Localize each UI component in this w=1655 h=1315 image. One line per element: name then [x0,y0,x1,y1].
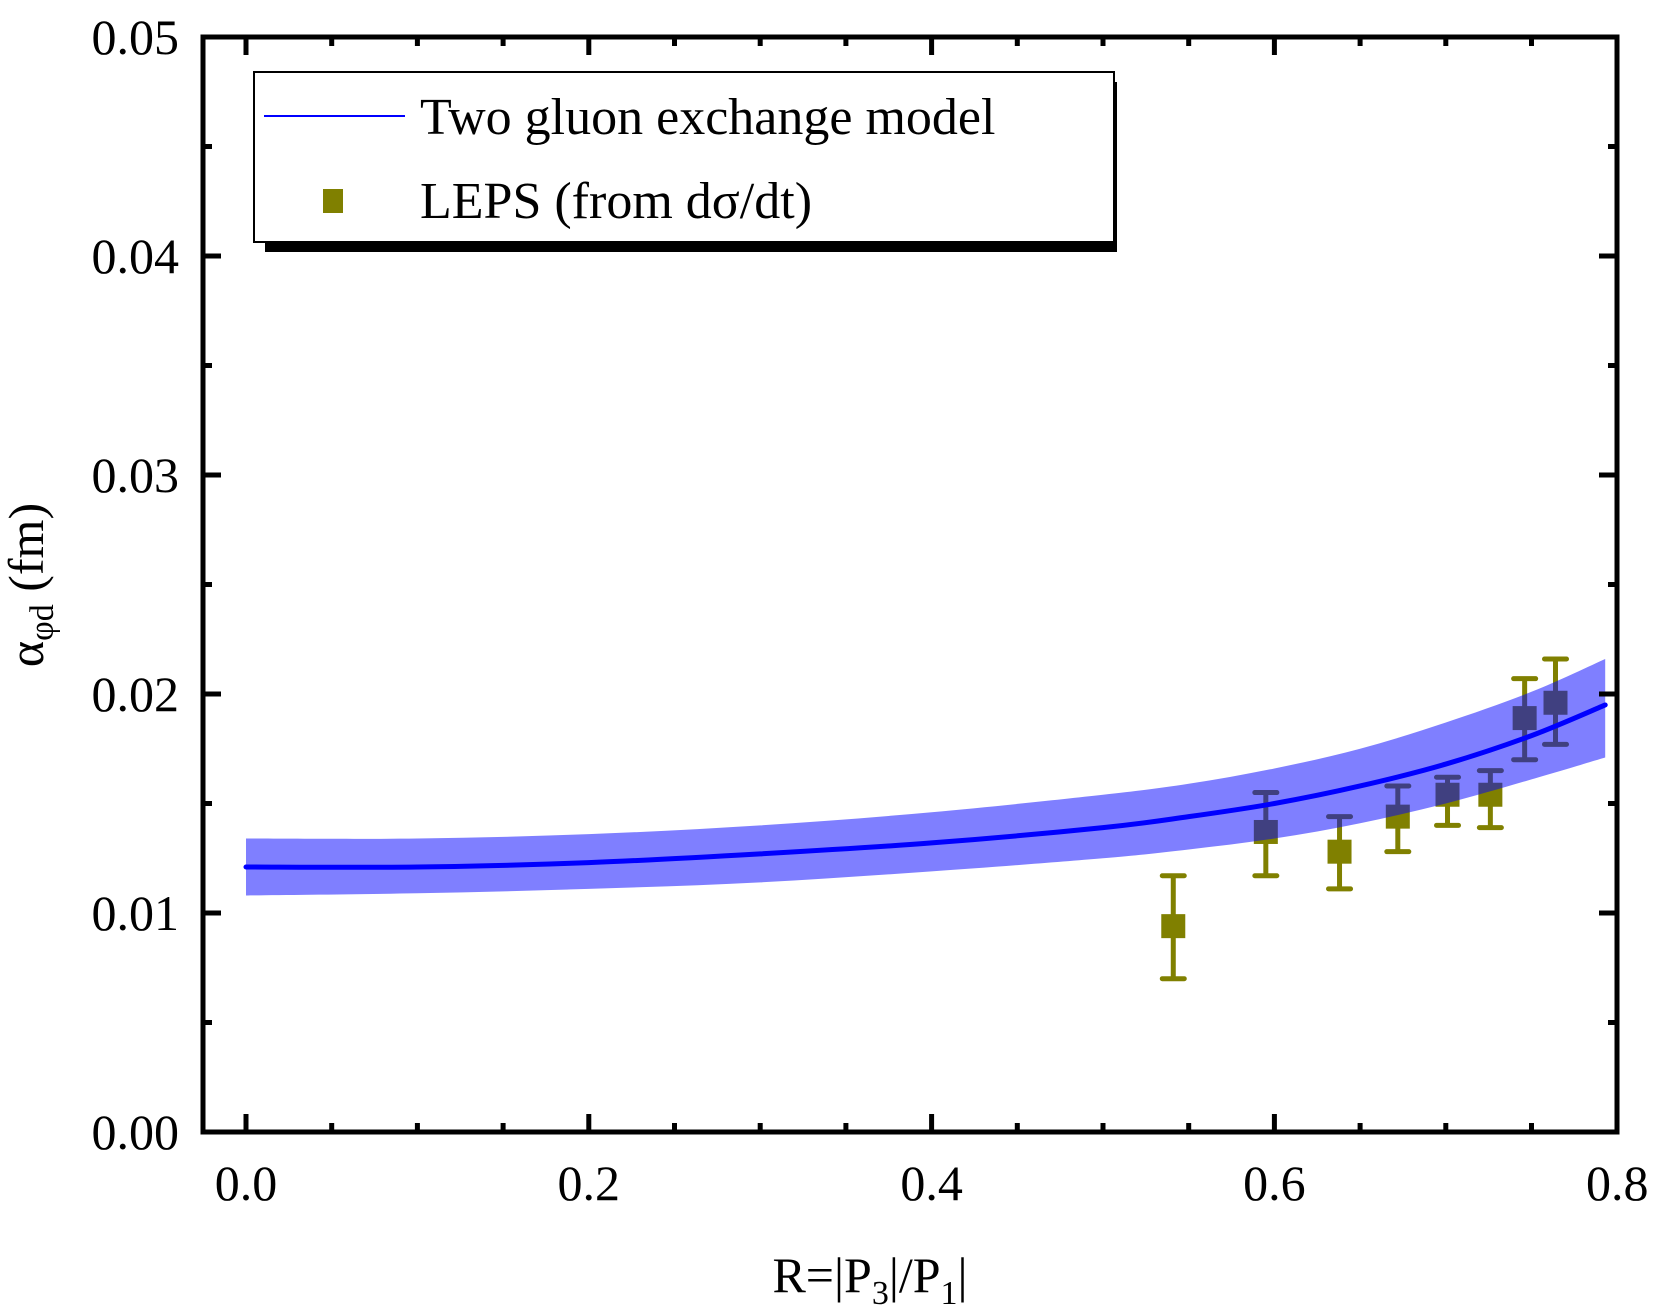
data-marker [1161,914,1186,939]
y-tick-label: 0.04 [92,228,180,284]
legend: Two gluon exchange model LEPS (from dσ/d… [253,71,1117,252]
model-curve [243,702,1608,870]
y-axis-title-sub: φd [24,604,61,641]
x-tick-label: 0.4 [900,1155,963,1211]
legend-box [253,71,1115,243]
x-tick-label: 0.0 [215,1155,278,1211]
x-axis-title: R=|P3|/P1| [772,1247,967,1312]
y-axis-title: αφd (fm) [0,503,61,667]
x-tick-label: 0.6 [1243,1155,1306,1211]
axes-layer: 0.0 0.2 0.4 0.6 0.8 0.00 0.01 0.02 0.03 0.04 0.05 [92,9,1649,1211]
y-tick-label: 0.03 [92,447,180,503]
x-axis-title-sub2: 1 [941,1275,958,1312]
legend-label-model: Two gluon exchange model [420,89,995,146]
legend-label-leps: LEPS (from dσ/dt) [420,173,812,230]
data-marker [1327,839,1352,864]
x-axis-title-sub1: 3 [872,1275,889,1312]
svg-text:αφd (fm): αφd (fm) [0,503,61,667]
legend-square-swatch [323,189,343,213]
y-tick-label: 0.02 [92,666,180,722]
x-tick-label: 0.2 [558,1155,621,1211]
y-axis-title-main: α [0,641,54,667]
y-tick-label: 0.01 [92,885,180,941]
curve-layer [243,702,1608,870]
x-axis-title-end: | [958,1247,968,1303]
band-layer [246,658,1606,896]
y-tick-label: 0.05 [92,9,180,65]
data-point [1159,873,1187,982]
x-axis-title-mid: |/P [889,1247,941,1303]
y-axis-title-unit: (fm) [0,503,54,604]
x-tick-label: 0.8 [1586,1155,1649,1211]
x-axis-title-main: R=|P [772,1247,871,1303]
y-tick-label: 0.00 [92,1104,180,1160]
uncertainty-band [246,658,1606,896]
